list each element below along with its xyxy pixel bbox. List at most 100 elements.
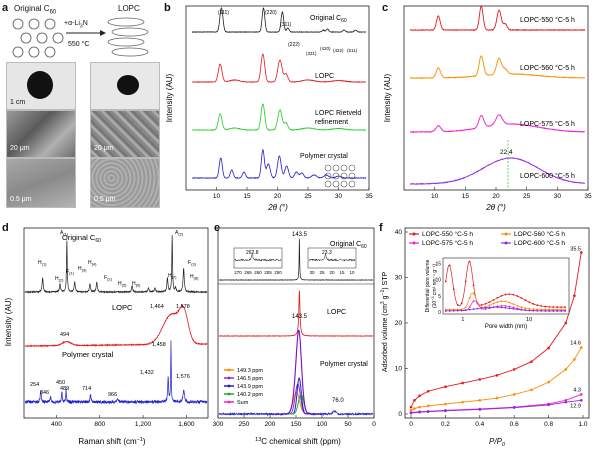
f-point — [461, 381, 464, 385]
f-inset-point — [508, 307, 511, 310]
c-xtick-label: 35 — [584, 193, 592, 200]
f-inset-point — [528, 301, 531, 304]
f-point — [413, 399, 416, 402]
f-ytick-label: 20 — [395, 320, 403, 327]
e-xlabel: 13C chemical shift (ppm) — [255, 437, 341, 446]
c-curve-0 — [410, 4, 586, 32]
b-label-polymer: Polymer crystal — [300, 153, 348, 160]
e-xtick-label: 50 — [344, 421, 352, 428]
f-inset-point — [484, 306, 487, 309]
d-mode-f3: F(3) — [188, 260, 197, 267]
f-inset-point — [560, 310, 563, 312]
chart-c: Intensity (AU) 2θ (°) 10 15 20 25 30 35 22.4 … — [383, 4, 592, 212]
f-inset-point — [544, 305, 547, 308]
f-inset-point — [552, 306, 555, 308]
f-point — [512, 406, 516, 409]
f-point — [564, 321, 568, 325]
f-inset-point — [456, 308, 459, 311]
f-inset: 1 10 0 5 10 15 Pore width (nm) Differential por… — [425, 257, 570, 330]
sem-original-2: 0.5 μm — [6, 158, 76, 208]
b-xlabel: 2θ (°) — [267, 203, 288, 212]
b-peak-422: (422) — [333, 48, 344, 53]
b-polymer-structure — [324, 164, 356, 188]
f-inset-point — [564, 310, 567, 312]
f-inset-point — [556, 310, 559, 312]
f-legend-marker — [412, 232, 416, 236]
c-xtick-label: 20 — [492, 193, 500, 200]
f-point — [461, 400, 464, 404]
photo-original: 1 cm — [6, 62, 76, 110]
f-point — [426, 410, 430, 414]
f-point — [418, 405, 421, 409]
e-inset-frame — [307, 247, 357, 269]
c-label-550: LOPC-550 °C-5 h — [520, 16, 575, 24]
f-inset-point — [480, 307, 483, 309]
f-inset-point — [480, 304, 483, 306]
c-xtick-label: 30 — [554, 193, 562, 200]
f-inset-point — [464, 306, 467, 309]
b-curve-0 — [191, 6, 367, 34]
chart-e: 13C chemical shift (ppm) 300 250 200 150 100… — [213, 227, 376, 446]
f-xlabel: P/P0 — [489, 437, 506, 448]
f-point — [573, 358, 576, 361]
c-xtick-label: 25 — [523, 193, 531, 200]
d-mode-h3: H(3) — [78, 266, 87, 273]
f-inset-point — [536, 304, 539, 307]
f-inset-point — [464, 280, 467, 283]
f-inset-point — [464, 309, 467, 311]
b-peak-111: (111) — [218, 10, 229, 16]
a-schematic — [12, 17, 149, 58]
e-legend-label: 140.2 ppm — [237, 392, 263, 398]
d-label-c60: Original C60 — [62, 233, 101, 244]
f-inset-ylabel-units-part: (10 — [432, 301, 438, 308]
f-inset-xtick-label: 1 — [461, 317, 464, 323]
d-mode-h6: H(6) — [132, 281, 141, 288]
f-point — [579, 346, 583, 349]
f-point — [579, 251, 583, 254]
c-frame — [403, 5, 589, 191]
f-xtick-label: 0.4 — [475, 421, 484, 428]
c60-molecules — [12, 18, 64, 58]
f-legend-label: LOPC-550 °C-5 h — [422, 230, 473, 238]
scale-sem1-left: 20 μm — [10, 145, 30, 152]
f-end-value: 14.6 — [570, 341, 581, 347]
panel-label-d: d — [2, 222, 9, 234]
c-label-600: LOPC-600 °C-5 h — [520, 172, 575, 180]
e-inset-frame — [233, 247, 283, 269]
f-inset-point — [548, 305, 551, 308]
f-inset-point — [472, 292, 475, 295]
c-annotation: 22.4 — [500, 149, 513, 156]
f-end-value: 4.3 — [573, 387, 581, 393]
f-point — [426, 389, 430, 393]
d-label-lopc: LOPC — [112, 303, 133, 312]
f-ytick-label: 30 — [395, 275, 403, 282]
d-lopc-1464: 1,464 — [150, 304, 164, 310]
e-inset-curve — [234, 253, 282, 262]
e-legend-marker — [227, 376, 231, 380]
b-xticks: 10 15 20 25 30 35 — [213, 187, 373, 200]
f-inset-point — [444, 280, 447, 283]
b-peak-511: (511) — [347, 48, 358, 53]
f-inset-point — [524, 309, 527, 312]
d-curve-polymer — [24, 340, 208, 405]
e-curves — [218, 238, 374, 417]
f-inset-point — [472, 308, 475, 311]
d-xtick-label: 400 — [51, 421, 62, 428]
f-inset-point — [484, 308, 487, 310]
f-inset-ytick-label: 15 — [435, 261, 441, 267]
f-point — [478, 378, 482, 381]
f-point — [579, 393, 583, 396]
e-inset-right-peak: 23.3 — [322, 250, 332, 256]
b-xtick-label: 15 — [243, 193, 251, 200]
f-point — [547, 346, 550, 350]
e-inset-tick-label: 250 — [274, 270, 282, 275]
b-curve-2 — [192, 103, 367, 131]
d-lopc-1578: 1,578 — [176, 304, 190, 310]
c-curve-3 — [409, 157, 585, 186]
f-inset-point — [492, 302, 495, 305]
d-poly-346: 346 — [40, 390, 49, 396]
e-xtick-label: 0 — [372, 421, 376, 428]
e-inset-tick-label: 255 — [264, 270, 272, 275]
b-label-lopc: LOPC — [315, 73, 334, 80]
